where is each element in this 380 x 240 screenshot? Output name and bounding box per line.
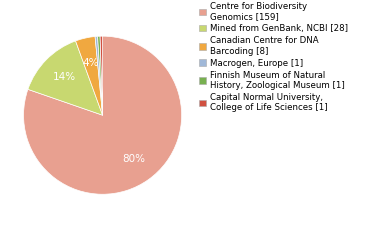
Text: 4%: 4% xyxy=(82,58,99,68)
Wedge shape xyxy=(28,41,103,115)
Wedge shape xyxy=(98,36,103,115)
Wedge shape xyxy=(100,36,103,115)
Wedge shape xyxy=(76,36,103,115)
Text: 80%: 80% xyxy=(122,154,145,164)
Wedge shape xyxy=(24,36,182,194)
Wedge shape xyxy=(95,36,103,115)
Text: 14%: 14% xyxy=(53,72,76,83)
Legend: Centre for Biodiversity
Genomics [159], Mined from GenBank, NCBI [28], Canadian : Centre for Biodiversity Genomics [159], … xyxy=(198,0,349,114)
